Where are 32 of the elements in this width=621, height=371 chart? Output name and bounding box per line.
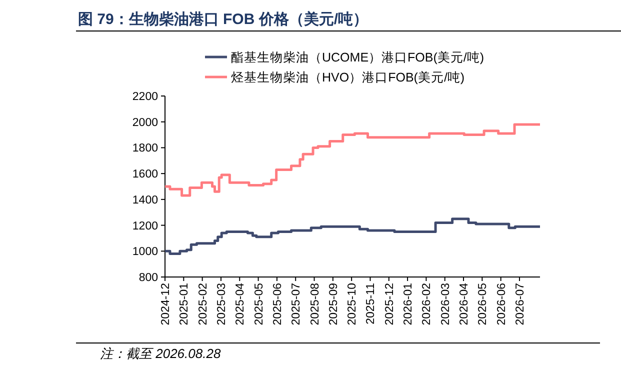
y-tick-label: 1000 (132, 246, 158, 258)
y-tick-label: 1200 (132, 220, 158, 232)
x-tick-label: 2025-03 (216, 283, 228, 326)
x-tick-label: 2025-10 (346, 283, 359, 326)
x-tick-label: 2026-05 (477, 283, 490, 326)
x-tick-label: 2026-07 (514, 283, 526, 326)
x-tick-label: 2026-04 (458, 282, 471, 326)
x-tick-label: 2025-07 (290, 283, 303, 326)
x-tick-label: 2026-03 (440, 283, 452, 326)
y-tick-label: 2000 (132, 116, 158, 129)
legend-label: 烃基生物柴油（HVO）港口FOB(美元/吨) (231, 70, 465, 84)
annotation: 注：截至 2026.08.28 (100, 346, 221, 361)
x-tick-label: 2025-04 (234, 282, 247, 326)
y-tick-label: 2200 (132, 91, 158, 103)
x-tick-label: 2025-05 (253, 283, 266, 326)
title: 图 79：生物柴油港口 FOB 价格（美元/吨） (78, 11, 368, 28)
x-tick-label: 2025-12 (384, 283, 396, 326)
x-tick-label: 2025-02 (197, 283, 210, 326)
legend-label: 酯基生物柴油（UCOME）港口FOB(美元/吨) (231, 50, 484, 64)
x-tick-label: 2026-01 (402, 283, 415, 326)
y-tick-label: 800 (138, 272, 158, 284)
x-tick-label: 2026-02 (421, 283, 434, 326)
y-tick-label: 1800 (132, 142, 158, 155)
x-tick-label: 2024-12 (160, 283, 172, 326)
x-tick-label: 2025-08 (309, 283, 322, 326)
x-tick-label: 2025-11 (365, 283, 378, 324)
y-tick-label: 1600 (132, 168, 158, 181)
y-tick-label: 1400 (132, 194, 158, 206)
x-tick-label: 2025-06 (272, 283, 284, 326)
x-tick-label: 2025-09 (328, 283, 340, 326)
x-tick-label: 2025-01 (178, 283, 191, 326)
x-tick-label: 2026-06 (496, 283, 508, 326)
